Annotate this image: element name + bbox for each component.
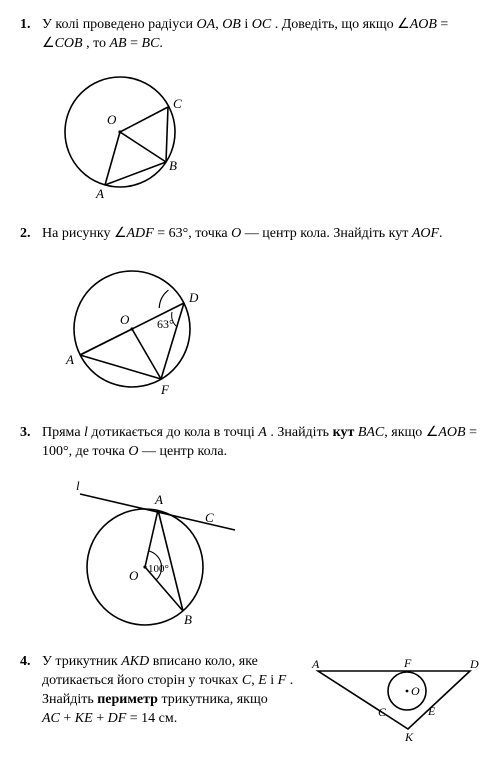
label-O: O [129,568,139,583]
problem-2: 2. На рисунку ∠ADF = 63°, точка O — цент… [20,225,480,244]
label-O: O [411,684,420,698]
figure-4: A D K F C E O [310,653,480,743]
problem-text: На рисунку ∠ADF = 63°, точка O — центр к… [42,225,480,244]
problem-text: У трикутник AKD вписано коло, яке дотика… [42,653,310,729]
label-angle: 100° [148,563,169,575]
figure-1: O C B A [50,64,480,211]
figure-2: 63° O D F A [50,254,480,411]
label-angle: 63° [157,317,174,331]
problem-number: 2. [20,225,42,244]
problem-number: 1. [20,16,42,54]
problem-1: 1. У колі проведено радіуси OA, OB і OC … [20,16,480,54]
label-A: A [65,352,74,367]
label-A: A [154,492,163,507]
problem-number: 4. [20,653,42,672]
problem-text: Пряма l дотикається до кола в точці A . … [42,424,480,462]
figure-3: 100° l A C O B [50,472,480,639]
label-A: A [311,657,320,671]
label-l: l [76,478,80,493]
label-D: D [188,290,199,305]
label-O: O [120,312,130,327]
label-C: C [173,96,182,111]
label-D: D [469,657,479,671]
label-E: E [427,704,436,718]
label-F: F [160,382,170,397]
label-B: B [169,158,177,173]
label-A: A [95,186,104,201]
label-F: F [403,656,412,670]
problem-4: 4. У трикутник AKD вписано коло, яке дот… [20,653,480,743]
label-O: O [107,112,117,127]
label-K: K [404,730,414,743]
label-C: C [378,705,387,719]
problem-text: У колі проведено радіуси OA, OB і OC . Д… [42,16,480,54]
problem-3: 3. Пряма l дотикається до кола в точці A… [20,424,480,462]
problem-number: 3. [20,424,42,462]
label-C: C [205,510,214,525]
label-B: B [184,612,192,627]
